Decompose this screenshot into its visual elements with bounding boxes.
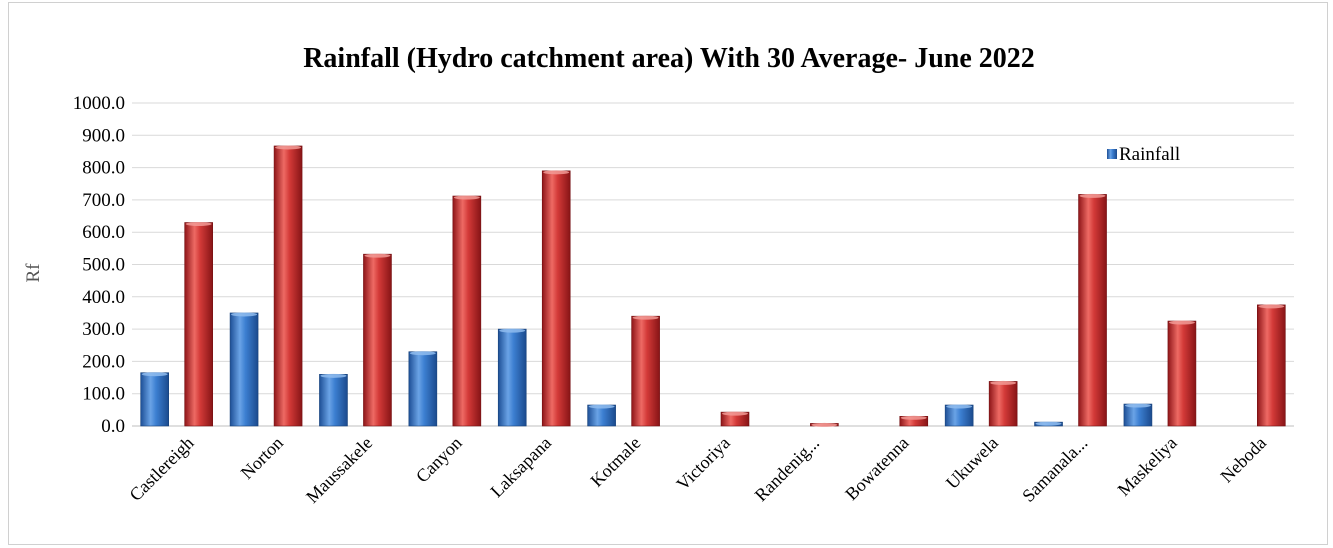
bar-average-cap	[185, 222, 212, 227]
bar-average-cap	[990, 380, 1017, 385]
category-labels: Castlereigh Norton Maussakele Canyon Laksapa…	[125, 433, 1270, 507]
x-tick-label: Victoriya	[672, 433, 733, 494]
bar-rainfall-cap	[1124, 403, 1151, 408]
bar-average-cap	[1168, 320, 1195, 325]
y-tick-label: 300.0	[82, 319, 125, 340]
legend: Rainfall	[1107, 144, 1180, 165]
bar-rainfall	[140, 372, 169, 427]
y-tick-label: 700.0	[82, 190, 125, 211]
legend-label-rainfall: Rainfall	[1119, 144, 1180, 165]
bar-rainfall	[319, 374, 348, 427]
bar-rainfall-cap	[320, 373, 347, 378]
bar-rainfall-cap	[141, 372, 168, 377]
bar-rainfall-cap	[231, 312, 258, 317]
bar-average-cap	[543, 170, 570, 175]
bar-rainfall-cap	[946, 404, 973, 409]
y-tick-label: 100.0	[82, 384, 125, 405]
bar-average	[1257, 304, 1286, 427]
bars	[140, 145, 1286, 427]
bar-rainfall	[497, 328, 527, 427]
bar-average	[184, 222, 213, 427]
x-tick-label: Laksapana	[486, 433, 555, 502]
bar-average-cap	[632, 315, 659, 320]
bar-average	[988, 381, 1018, 427]
bar-average	[631, 315, 660, 427]
x-tick-label: Maussakele	[302, 433, 376, 507]
bar-average-cap	[275, 145, 302, 150]
x-tick-label: Kotmale	[586, 433, 644, 491]
y-tick-label: 800.0	[82, 158, 125, 179]
x-tick-label: Ukuwela	[942, 433, 1002, 493]
y-tick-label: 400.0	[82, 287, 125, 308]
chart-svg: Rainfall (Hydro catchment area) With 30 …	[23, 43, 1294, 507]
x-tick-label: Norton	[237, 433, 287, 483]
bar-rainfall	[408, 351, 438, 427]
y-axis-label: Rf	[23, 263, 44, 283]
chart-frame: Rainfall (Hydro catchment area) With 30 …	[8, 2, 1328, 545]
bar-average	[1078, 194, 1107, 427]
y-tick-labels: 0.0 100.0 200.0 300.0 400.0 500.0 600.0 700.0 80…	[73, 93, 125, 437]
y-tick-label: 500.0	[82, 255, 125, 276]
bar-average-cap	[811, 422, 838, 427]
x-tick-label: Randenig...	[751, 433, 823, 505]
x-tick-label: Castlereigh	[125, 433, 197, 505]
bar-average	[1167, 320, 1197, 427]
x-tick-label: Maskeliya	[1114, 433, 1181, 500]
chart-title: Rainfall (Hydro catchment area) With 30 …	[303, 43, 1035, 74]
bar-average-cap	[364, 253, 391, 258]
bar-average-cap	[900, 415, 927, 420]
bar-average-cap	[453, 195, 480, 200]
bar-average	[541, 170, 571, 427]
y-tick-label: 900.0	[82, 125, 125, 146]
x-tick-label: Bowatenna	[841, 433, 912, 504]
bar-average-cap	[1258, 304, 1285, 309]
bar-average-cap	[1079, 193, 1106, 198]
y-tick-label: 600.0	[82, 222, 125, 243]
bar-rainfall-cap	[409, 351, 436, 356]
bar-rainfall-cap	[499, 328, 526, 333]
y-tick-label: 0.0	[101, 416, 125, 437]
bar-average	[363, 253, 392, 427]
y-tick-label: 200.0	[82, 351, 125, 372]
bar-rainfall-cap	[1035, 421, 1062, 426]
bar-average-cap	[722, 411, 748, 416]
bar-average	[452, 195, 482, 427]
legend-swatch-rainfall	[1107, 149, 1117, 159]
x-tick-label: Canyon	[412, 433, 466, 487]
bar-average	[273, 145, 303, 427]
bar-rainfall	[229, 312, 259, 427]
y-tick-label: 1000.0	[73, 93, 125, 114]
x-tick-label: Neboda	[1216, 433, 1270, 487]
bar-rainfall-cap	[588, 404, 615, 409]
x-tick-label: Samanala...	[1018, 433, 1091, 506]
